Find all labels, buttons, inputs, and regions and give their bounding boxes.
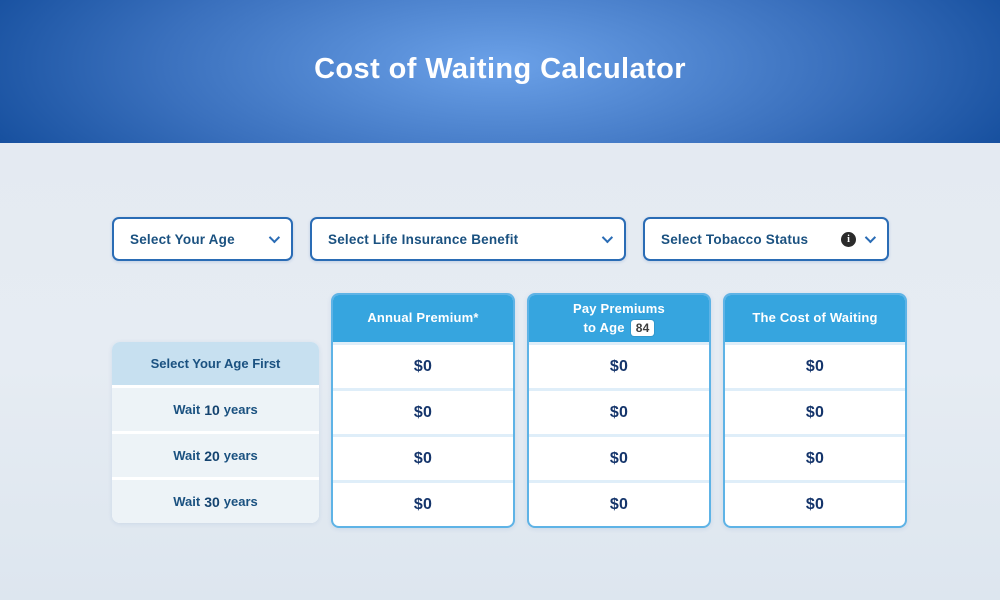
row-label-wait-10: Wait 10 years bbox=[112, 388, 319, 431]
hero-banner: Cost of Waiting Calculator bbox=[0, 0, 1000, 143]
value-cell: $0 bbox=[725, 480, 905, 526]
benefit-select-label: Select Life Insurance Benefit bbox=[328, 231, 519, 247]
chevron-down-icon bbox=[268, 231, 281, 244]
value-cell: $0 bbox=[529, 388, 709, 434]
row-label-years-number: 10 bbox=[204, 401, 220, 418]
row-label-wait-20: Wait 20 years bbox=[112, 434, 319, 477]
row-label-column: Select Your Age First Wait 10 years Wait… bbox=[112, 342, 319, 523]
filter-bar: Select Your Age Select Life Insurance Be… bbox=[112, 217, 889, 261]
row-label-suffix: years bbox=[223, 402, 258, 417]
results-table: Select Your Age First Wait 10 years Wait… bbox=[112, 293, 907, 528]
row-label-prefix: Wait bbox=[173, 402, 201, 417]
row-label-suffix: years bbox=[223, 448, 258, 463]
value-cell: $0 bbox=[529, 434, 709, 480]
value-cell: $0 bbox=[725, 388, 905, 434]
column-pay-premiums-to-age: Pay Premiums to Age 84 $0 $0 $0 $0 bbox=[527, 293, 711, 528]
row-label-prefix: Wait bbox=[173, 448, 201, 463]
benefit-select[interactable]: Select Life Insurance Benefit bbox=[310, 217, 626, 261]
column-cost-of-waiting: The Cost of Waiting $0 $0 $0 $0 bbox=[723, 293, 907, 528]
age-select-label: Select Your Age bbox=[130, 231, 235, 247]
age-select[interactable]: Select Your Age bbox=[112, 217, 293, 261]
column-header-annual-premium: Annual Premium* bbox=[333, 295, 513, 342]
value-cell: $0 bbox=[529, 480, 709, 526]
column-header-line1: Pay Premiums bbox=[572, 300, 665, 316]
row-label-wait-30: Wait 30 years bbox=[112, 480, 319, 523]
column-header-text: Annual Premium* bbox=[367, 310, 479, 326]
value-cell: $0 bbox=[333, 434, 513, 480]
row-label-years-number: 20 bbox=[204, 447, 220, 464]
chevron-down-icon bbox=[864, 231, 877, 244]
age-value-badge: 84 bbox=[630, 319, 655, 336]
value-cell: $0 bbox=[725, 342, 905, 388]
column-header-cost-of-waiting: The Cost of Waiting bbox=[725, 295, 905, 342]
column-header-pay-premiums: Pay Premiums to Age 84 bbox=[529, 295, 709, 342]
tobacco-select[interactable]: Select Tobacco Status i bbox=[643, 217, 889, 261]
column-header-text: The Cost of Waiting bbox=[752, 310, 878, 326]
page-title: Cost of Waiting Calculator bbox=[314, 53, 686, 85]
chevron-down-icon bbox=[601, 231, 614, 244]
value-cell: $0 bbox=[529, 342, 709, 388]
row-label-suffix: years bbox=[223, 494, 258, 509]
info-icon[interactable]: i bbox=[841, 231, 856, 247]
row-label-text: Select Your Age First bbox=[150, 356, 281, 371]
row-label-prefix: Wait bbox=[173, 494, 201, 509]
column-annual-premium: Annual Premium* $0 $0 $0 $0 bbox=[331, 293, 515, 528]
value-cell: $0 bbox=[333, 342, 513, 388]
column-header-line2: to Age bbox=[583, 319, 625, 335]
value-cell: $0 bbox=[333, 388, 513, 434]
value-cell: $0 bbox=[333, 480, 513, 526]
tobacco-select-label: Select Tobacco Status bbox=[661, 231, 809, 247]
row-label-select-age-first: Select Your Age First bbox=[112, 342, 319, 385]
value-cell: $0 bbox=[725, 434, 905, 480]
row-label-years-number: 30 bbox=[204, 493, 220, 510]
